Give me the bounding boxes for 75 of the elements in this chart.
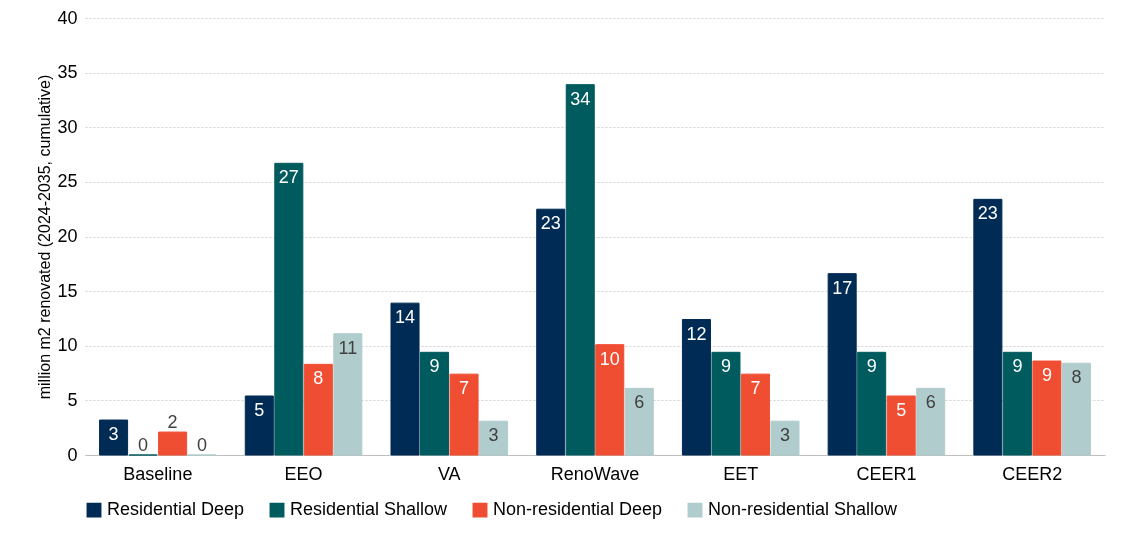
- data-label: 3: [108, 424, 119, 445]
- bar: [1032, 360, 1062, 456]
- data-label: 12: [686, 323, 707, 344]
- bar: [740, 373, 770, 456]
- data-label: 5: [254, 400, 265, 421]
- bar: [973, 198, 1003, 456]
- data-label: 7: [750, 378, 761, 399]
- bar: [1002, 351, 1032, 456]
- bar: [1061, 362, 1091, 456]
- legend-label: Residential Shallow: [290, 499, 449, 520]
- x-tick-label: Baseline: [123, 463, 193, 484]
- bar: [857, 351, 887, 456]
- data-label: 10: [599, 348, 620, 369]
- y-tick-label: 0: [67, 444, 78, 465]
- bar: [274, 162, 304, 456]
- data-label: 8: [1071, 367, 1082, 388]
- bar: [886, 395, 916, 456]
- data-label: 3: [779, 425, 790, 446]
- y-tick-label: 25: [57, 171, 78, 192]
- legend-label: Non-residential Shallow: [708, 499, 899, 520]
- data-label: 27: [278, 167, 299, 188]
- y-tick-label: 10: [57, 335, 78, 356]
- x-tick-label: RenoWave: [550, 463, 640, 484]
- data-label: 9: [1041, 365, 1052, 386]
- bar: [333, 333, 363, 456]
- bar: [624, 387, 654, 456]
- bar: [565, 84, 595, 456]
- data-label: 14: [395, 307, 416, 328]
- x-tick-label: EEO: [284, 463, 323, 484]
- bar: [595, 344, 625, 456]
- bar: [449, 373, 479, 456]
- data-label: 34: [570, 88, 591, 109]
- data-label: 3: [488, 425, 499, 446]
- data-label: 9: [429, 356, 440, 377]
- y-tick-label: 35: [57, 62, 78, 83]
- bar: [158, 431, 188, 456]
- data-label: 6: [925, 392, 936, 413]
- data-label: 8: [313, 368, 324, 389]
- bar: [303, 363, 333, 456]
- bar: [420, 351, 450, 456]
- data-label: 0: [138, 435, 149, 455]
- bar: [770, 420, 800, 456]
- x-tick-label: EET: [723, 463, 759, 484]
- x-tick-label: CEER1: [856, 463, 917, 484]
- bar: [536, 208, 566, 456]
- bar: [479, 420, 509, 456]
- bar: [99, 419, 129, 456]
- bar: [390, 302, 420, 456]
- y-tick-label: 15: [57, 280, 78, 301]
- data-label: 2: [167, 412, 178, 433]
- data-label: 5: [896, 400, 907, 421]
- data-label: 6: [634, 392, 645, 413]
- data-label: 11: [338, 337, 358, 358]
- x-tick-label: CEER2: [1002, 463, 1063, 484]
- y-tick-label: 20: [57, 226, 78, 246]
- data-label: 0: [197, 435, 208, 455]
- bar: [827, 273, 857, 456]
- data-label: 17: [832, 277, 853, 298]
- data-label: 7: [459, 378, 470, 399]
- y-tick-label: 5: [67, 389, 78, 410]
- bar: [681, 319, 711, 456]
- bar: [916, 387, 946, 456]
- data-label: 9: [1012, 356, 1023, 377]
- data-label: 23: [540, 213, 561, 234]
- bar: [711, 351, 741, 456]
- y-tick-label: 30: [57, 116, 78, 137]
- x-tick-label: VA: [437, 463, 461, 484]
- y-axis-title: million m2 renovated (2024-2035, cumulative): [36, 74, 54, 400]
- legend-label: Residential Deep: [107, 499, 245, 520]
- data-label: 9: [866, 356, 877, 377]
- bar: [244, 395, 274, 456]
- data-label: 23: [977, 203, 998, 224]
- data-label: 9: [720, 356, 731, 377]
- legend-label: Non-residential Deep: [493, 499, 663, 520]
- y-tick-label: 40: [57, 7, 78, 28]
